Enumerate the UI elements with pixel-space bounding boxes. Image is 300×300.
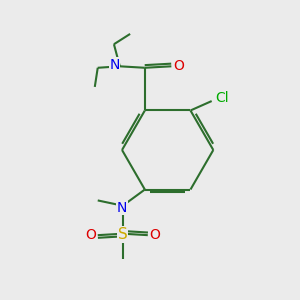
Text: S: S (118, 227, 128, 242)
Text: O: O (150, 228, 160, 242)
Text: N: N (117, 201, 127, 215)
Text: N: N (109, 58, 120, 72)
Text: O: O (173, 59, 184, 73)
Text: Cl: Cl (215, 91, 229, 105)
Text: O: O (85, 228, 96, 242)
